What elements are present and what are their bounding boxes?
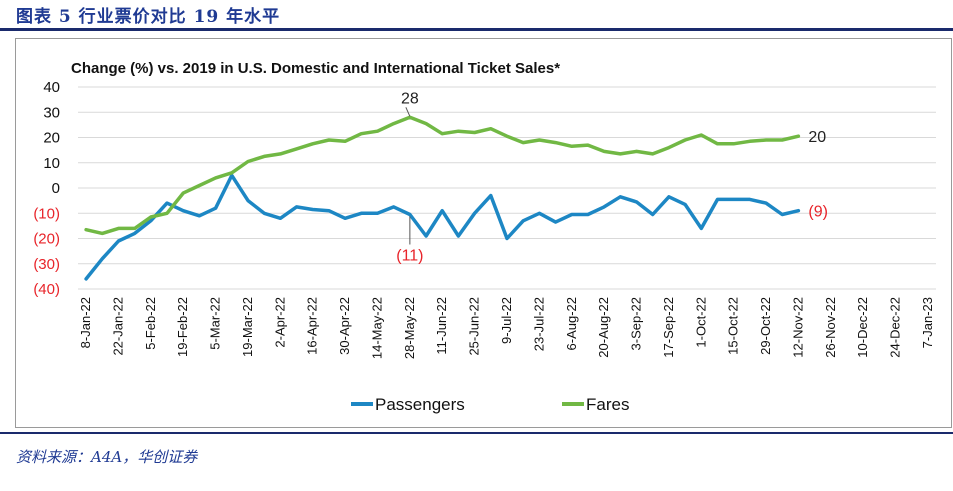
y-tick-label: 40 [43, 79, 60, 96]
x-tick-label: 9-Jul-22 [499, 297, 514, 344]
x-tick-label: 20-Aug-22 [596, 297, 611, 358]
x-tick-label: 28-May-22 [402, 297, 417, 359]
series-line-fares [84, 115, 801, 236]
line-chart: Change (%) vs. 2019 in U.S. Domestic and… [33, 60, 936, 414]
gridlines [78, 86, 936, 290]
y-tick-label: (30) [33, 256, 60, 273]
data-annotations: 28 20 (11) (9) [396, 90, 828, 264]
y-tick-label: 0 [52, 180, 60, 197]
x-tick-label: 3-Sep-22 [629, 297, 644, 350]
y-tick-label: (20) [33, 231, 60, 248]
y-tick-label: 30 [43, 104, 60, 121]
bottom-divider [0, 432, 953, 434]
x-tick-label: 5-Feb-22 [143, 297, 158, 350]
x-tick-label: 1-Oct-22 [693, 297, 708, 348]
annotation-leader [405, 107, 411, 117]
y-tick-label: (10) [33, 205, 60, 222]
x-tick-label: 25-Jun-22 [467, 297, 482, 356]
x-tick-label: 22-Jan-22 [110, 297, 125, 356]
data-label: 20 [808, 129, 826, 146]
figure-title: 图表 5 行业票价对比 19 年水平 [16, 7, 281, 27]
x-axis-ticks: 8-Jan-22 22-Jan-22 5-Feb-22 19-Feb-22 5-Mar-… [78, 297, 935, 359]
x-tick-label: 14-May-22 [369, 297, 384, 359]
x-tick-label: 10-Dec-22 [855, 297, 870, 358]
x-tick-label: 12-Nov-22 [790, 297, 805, 358]
x-tick-label: 15-Oct-22 [726, 297, 741, 355]
top-divider [0, 28, 953, 31]
chart-frame: Change (%) vs. 2019 in U.S. Domestic and… [15, 38, 952, 428]
series-line-passengers [84, 173, 801, 281]
x-tick-label: 16-Apr-22 [305, 297, 320, 355]
x-tick-label: 8-Jan-22 [78, 297, 93, 348]
chart-title: Change (%) vs. 2019 in U.S. Domestic and… [71, 60, 560, 77]
x-tick-label: 6-Aug-22 [564, 297, 579, 350]
chart-legend: Passengers Fares [351, 395, 629, 414]
x-tick-label: 29-Oct-22 [758, 297, 773, 355]
data-label: (11) [396, 248, 423, 265]
x-tick-label: 19-Mar-22 [240, 297, 255, 357]
x-tick-label: 5-Mar-22 [208, 297, 223, 350]
y-axis-ticks: 40 30 20 10 0 (10) (20) (30) (40) [33, 79, 60, 298]
legend-label: Passengers [375, 395, 465, 414]
x-tick-label: 7-Jan-23 [920, 297, 935, 348]
x-tick-label: 11-Jun-22 [434, 297, 449, 355]
source-note: 资料来源：A4A，华创证券 [16, 448, 198, 466]
x-tick-label: 19-Feb-22 [175, 297, 190, 357]
x-tick-label: 30-Apr-22 [337, 297, 352, 355]
series-lines [84, 115, 801, 281]
y-tick-label: (40) [33, 281, 60, 298]
data-label: 28 [401, 90, 419, 107]
y-tick-label: 10 [43, 155, 60, 172]
x-tick-label: 17-Sep-22 [661, 297, 676, 358]
x-tick-label: 26-Nov-22 [823, 297, 838, 358]
x-tick-label: 24-Dec-22 [888, 297, 903, 358]
y-tick-label: 20 [43, 130, 60, 147]
legend-label: Fares [586, 395, 629, 414]
x-tick-label: 2-Apr-22 [272, 297, 287, 348]
x-tick-label: 23-Jul-22 [531, 297, 546, 351]
data-label: (9) [808, 204, 828, 221]
